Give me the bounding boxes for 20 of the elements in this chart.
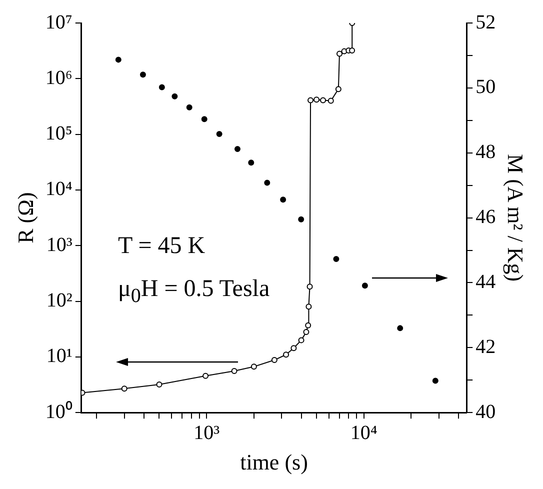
y-tick-label: 10¹ [46,345,72,368]
y-tick-label: 10³ [46,234,72,256]
y-tick-label: 10⁰ [45,400,72,423]
y-tick-label: 10⁶ [45,66,72,89]
y2-tick-label: 48 [476,141,496,164]
y2-axis-title: M (A m² / Kg) [503,154,528,282]
y2-tick-label: 44 [476,270,496,293]
y-tick-label: 10⁴ [45,178,72,200]
annotation: T = 45 K [118,233,206,260]
y-tick-label: 10⁵ [45,122,72,145]
x-axis-title: time (s) [240,450,308,475]
y2-tick-label: 50 [476,76,496,98]
y-tick-label: 10² [46,290,72,312]
y-tick-label: 10⁷ [45,11,72,34]
annotation: μ$_{0}$H = 0.5 Tesla [118,276,270,308]
y2-tick-label: 40 [476,400,496,423]
y2-tick-label: 42 [476,336,496,358]
y2-tick-label: 46 [476,206,496,228]
y-axis-title: R (Ω) [12,192,38,244]
y2-tick-label: 52 [476,11,496,34]
